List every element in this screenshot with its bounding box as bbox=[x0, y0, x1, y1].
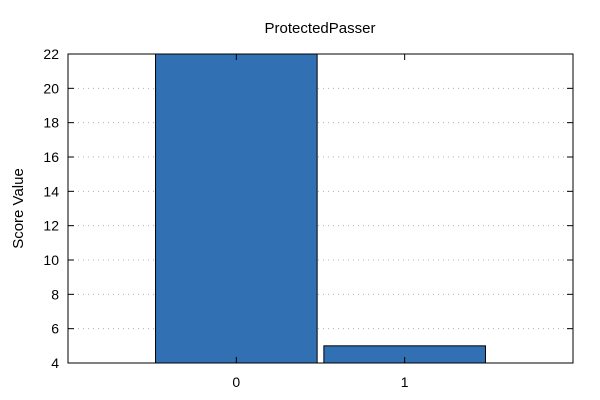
y-tick-label: 12 bbox=[43, 218, 59, 234]
y-axis-label: Score Value bbox=[10, 168, 27, 249]
y-tick-label: 16 bbox=[43, 149, 59, 165]
chart-title: ProtectedPasser bbox=[265, 20, 376, 37]
bars-layer bbox=[155, 53, 486, 364]
y-tick-label: 8 bbox=[51, 286, 59, 302]
y-tick-label: 14 bbox=[43, 183, 59, 199]
y-tick-label: 20 bbox=[43, 80, 59, 96]
y-tick-label: 22 bbox=[43, 46, 59, 62]
plot-frame bbox=[67, 53, 574, 364]
y-tick-label: 4 bbox=[51, 355, 59, 371]
y-tick-label: 18 bbox=[43, 115, 59, 131]
bar-0 bbox=[155, 53, 318, 364]
ticks-layer: 4 6 8 10 12 14 16 18 20 22 0 1 bbox=[43, 46, 573, 390]
y-tick-label: 10 bbox=[43, 252, 59, 268]
y-tick-label: 6 bbox=[51, 321, 59, 337]
x-tick-label: 0 bbox=[232, 374, 240, 390]
grid-layer bbox=[68, 87, 573, 330]
x-tick-label: 1 bbox=[401, 374, 409, 390]
